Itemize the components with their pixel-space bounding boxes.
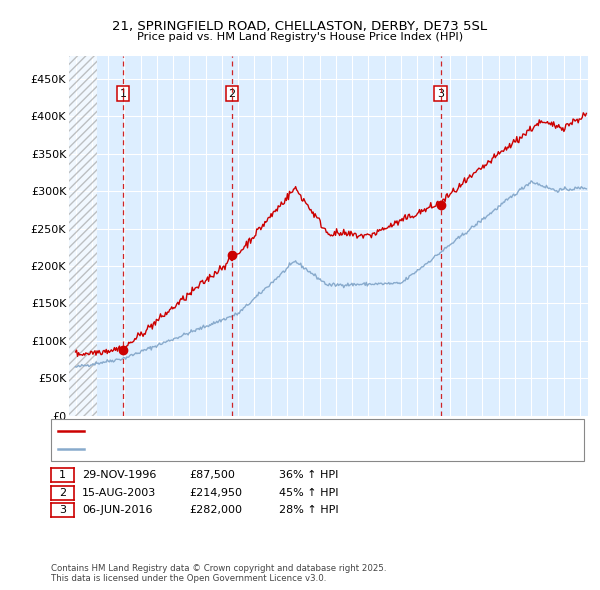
Text: 21, SPRINGFIELD ROAD, CHELLASTON, DERBY, DE73 5SL: 21, SPRINGFIELD ROAD, CHELLASTON, DERBY,… [112, 20, 488, 33]
Text: 1: 1 [59, 470, 66, 480]
Text: £214,950: £214,950 [189, 488, 242, 497]
Text: Price paid vs. HM Land Registry's House Price Index (HPI): Price paid vs. HM Land Registry's House … [137, 32, 463, 42]
Text: £87,500: £87,500 [189, 470, 235, 480]
Text: 2: 2 [59, 488, 66, 497]
Text: HPI: Average price, detached house, City of Derby: HPI: Average price, detached house, City… [88, 444, 334, 454]
Text: Contains HM Land Registry data © Crown copyright and database right 2025.
This d: Contains HM Land Registry data © Crown c… [51, 563, 386, 583]
Text: 36% ↑ HPI: 36% ↑ HPI [279, 470, 338, 480]
Text: 3: 3 [437, 88, 444, 99]
Text: 21, SPRINGFIELD ROAD, CHELLASTON, DERBY, DE73 5SL (detached house): 21, SPRINGFIELD ROAD, CHELLASTON, DERBY,… [88, 426, 456, 436]
Text: 45% ↑ HPI: 45% ↑ HPI [279, 488, 338, 497]
Text: 28% ↑ HPI: 28% ↑ HPI [279, 506, 338, 515]
Bar [69, 56, 97, 416]
Text: 2: 2 [229, 88, 236, 99]
Text: 1: 1 [119, 88, 127, 99]
Text: 29-NOV-1996: 29-NOV-1996 [82, 470, 157, 480]
Text: 06-JUN-2016: 06-JUN-2016 [82, 506, 152, 515]
Text: £282,000: £282,000 [189, 506, 242, 515]
Text: 15-AUG-2003: 15-AUG-2003 [82, 488, 157, 497]
Text: 3: 3 [59, 506, 66, 515]
